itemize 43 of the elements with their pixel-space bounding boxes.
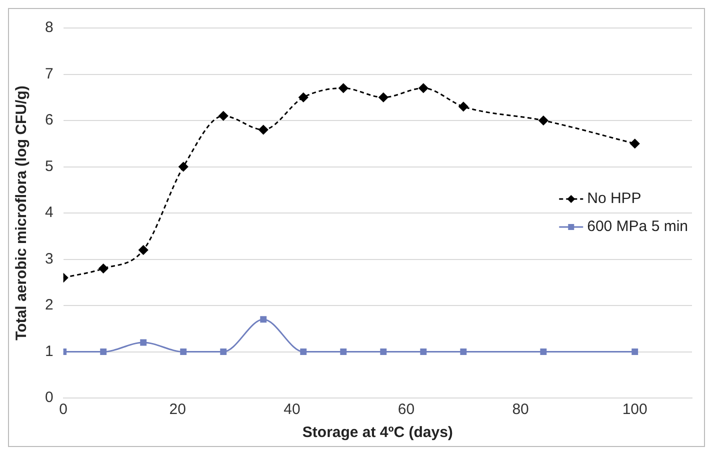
y-tick-label: 6 — [45, 112, 54, 129]
point — [418, 83, 428, 93]
y-tick-label: 8 — [45, 19, 54, 36]
point — [138, 245, 148, 255]
y-tick-label: 5 — [45, 158, 54, 175]
x-tick-label: 20 — [169, 401, 186, 418]
point — [300, 348, 307, 355]
point — [220, 348, 227, 355]
point — [380, 348, 387, 355]
point — [458, 102, 468, 112]
y-tick-label: 7 — [45, 65, 54, 82]
point — [258, 125, 268, 134]
x-tick-label: 60 — [398, 401, 415, 418]
point — [178, 162, 188, 172]
point — [98, 264, 108, 274]
y-tick-label: 2 — [45, 296, 54, 314]
point — [538, 116, 548, 126]
point — [180, 348, 187, 355]
y-axis-title: Total aerobic microflora (log CFU/g) — [13, 86, 30, 340]
point — [420, 348, 427, 355]
point — [260, 316, 267, 323]
point — [460, 348, 467, 355]
legend-label: No HPP — [587, 190, 642, 208]
x-tick-label: 40 — [284, 401, 300, 418]
point — [630, 138, 640, 148]
x-tick-label: 80 — [512, 401, 529, 418]
y-tick-label: 3 — [45, 250, 54, 268]
x-tick-label: 0 — [59, 401, 68, 418]
y-tick-label: 4 — [45, 204, 54, 222]
point — [140, 339, 147, 346]
point — [340, 348, 347, 355]
point — [540, 348, 547, 355]
x-axis-title: Storage at 4ºC (days) — [302, 424, 453, 442]
point — [378, 92, 388, 102]
point — [632, 348, 638, 355]
legend-label: 600 MPa 5 min — [587, 218, 688, 236]
point — [338, 83, 348, 93]
x-tick-label: 100 — [622, 401, 648, 418]
point — [298, 92, 308, 102]
y-tick-label: 0 — [45, 389, 54, 406]
y-tick-label: 1 — [45, 342, 54, 360]
point — [218, 111, 228, 121]
point — [100, 348, 107, 355]
